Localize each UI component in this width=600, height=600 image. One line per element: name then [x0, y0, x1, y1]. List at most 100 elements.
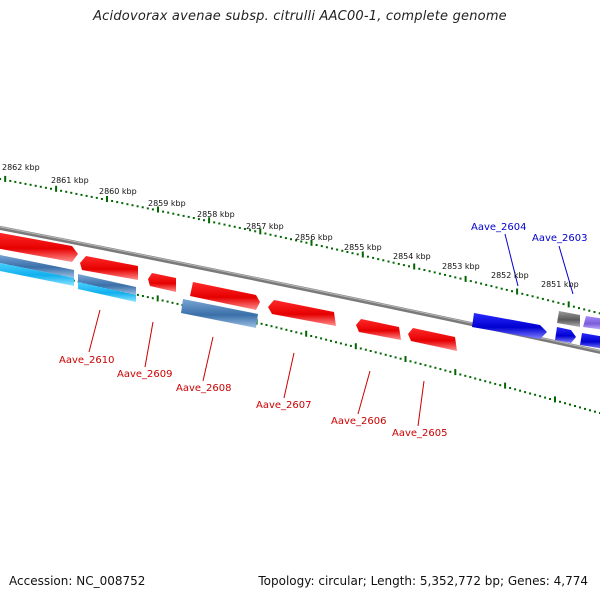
scale-minor-tick: [182, 214, 185, 217]
scale-minor-tick: [490, 285, 493, 288]
scale-label: 2852 kbp: [491, 271, 529, 280]
scale-minor-tick: [514, 388, 517, 391]
scale-minor-tick: [151, 208, 154, 211]
scale-label: 2861 kbp: [51, 176, 89, 185]
scale-minor-tick: [529, 392, 532, 395]
scale-minor-tick: [213, 221, 216, 224]
scale-minor-tick: [349, 344, 352, 347]
scale-minor-tick: [111, 200, 114, 202]
scale-minor-tick: [320, 337, 323, 340]
scale-major-tick: [361, 251, 364, 258]
gene-label-aave-2603[interactable]: Aave_2603: [532, 233, 588, 244]
scale-minor-tick: [399, 357, 402, 360]
scale-minor-tick: [438, 272, 441, 275]
gene-label-aave-2608[interactable]: Aave_2608: [176, 383, 232, 394]
scale-minor-tick: [300, 332, 303, 335]
gene-aave-2603-body: [555, 327, 576, 343]
scale-minor-tick: [60, 189, 63, 192]
scale-minor-tick: [70, 191, 73, 194]
scale-minor-tick: [372, 256, 375, 259]
scale-minor-tick: [583, 308, 586, 311]
scale-minor-tick: [387, 260, 390, 263]
scale-minor-tick: [24, 182, 27, 185]
scale-minor-tick: [50, 187, 52, 190]
gene-label-aave-2606[interactable]: Aave_2606: [331, 416, 387, 427]
gene-label-aave-2607[interactable]: Aave_2607: [256, 400, 312, 411]
scale-minor-tick: [356, 253, 359, 256]
scale-minor-tick: [146, 296, 149, 299]
scale-minor-tick: [524, 391, 527, 394]
scale-minor-tick: [509, 387, 512, 389]
scale-minor-tick: [141, 206, 144, 209]
scale-label: 2855 kbp: [344, 243, 382, 252]
scale-minor-tick: [254, 230, 257, 233]
scale-major-tick: [413, 263, 416, 270]
scale-major-tick: [404, 356, 407, 362]
scale-minor-tick: [320, 245, 323, 248]
gene-label-aave-2605[interactable]: Aave_2605: [392, 428, 448, 439]
scale-minor-tick: [500, 287, 503, 290]
scale-minor-tick: [511, 290, 513, 293]
scale-minor-tick: [494, 382, 497, 385]
scale-major-tick: [567, 301, 570, 308]
scale-minor-tick: [146, 207, 149, 210]
scale-minor-tick: [408, 265, 410, 268]
scale-minor-tick: [449, 275, 452, 278]
scale-minor-tick: [233, 225, 236, 228]
scale-minor-tick: [315, 244, 318, 246]
scale-minor-tick: [167, 211, 170, 214]
scale-label: 2860 kbp: [99, 187, 137, 196]
scale-minor-tick: [136, 293, 139, 296]
feature-steel-1: [0, 255, 74, 278]
scale-minor-tick: [402, 264, 405, 267]
scale-minor-tick: [335, 341, 337, 344]
scale-minor-tick: [384, 353, 387, 356]
scale-label: 2853 kbp: [442, 262, 480, 271]
scale-minor-tick: [562, 303, 565, 306]
scale-minor-tick: [578, 307, 580, 310]
scale-minor-tick: [85, 194, 88, 197]
scale-minor-tick: [166, 300, 169, 303]
gene-label-aave-2610[interactable]: Aave_2610: [59, 355, 115, 366]
scale-minor-tick: [489, 381, 492, 384]
gene-label-aave-2609[interactable]: Aave_2609: [117, 369, 173, 380]
footer-accession: Accession: NC_008752: [9, 574, 146, 588]
scale-minor-tick: [351, 252, 354, 255]
scale-minor-tick: [136, 205, 139, 208]
scale-minor-tick: [80, 193, 83, 196]
scale-major-tick: [106, 196, 108, 202]
gene-label-aave-2604[interactable]: Aave_2604: [471, 222, 527, 233]
scale-minor-tick: [572, 305, 575, 308]
scale-minor-tick: [394, 356, 397, 359]
scale-major-tick: [354, 343, 357, 350]
scale-minor-tick: [336, 248, 339, 251]
scale-minor-tick: [176, 302, 179, 305]
scale-major-tick: [504, 382, 507, 389]
scale-label: 2854 kbp: [393, 252, 431, 261]
scale-minor-tick: [424, 364, 427, 367]
scale-minor-tick: [264, 232, 267, 235]
scale-minor-tick: [359, 347, 362, 350]
scale-minor-tick: [90, 195, 93, 198]
scale-major-tick: [208, 217, 211, 224]
scale-major-tick: [259, 228, 262, 235]
scale-minor-tick: [480, 282, 483, 285]
scale-minor-tick: [330, 339, 332, 342]
scale-major-tick: [305, 330, 308, 337]
scale-minor-tick: [588, 309, 591, 312]
scale-minor-tick: [218, 222, 221, 225]
scale-minor-tick: [499, 384, 502, 387]
scale-minor-tick: [274, 234, 277, 237]
scale-minor-tick: [346, 251, 349, 253]
scale-minor-tick: [374, 351, 377, 354]
scale-minor-tick: [162, 210, 165, 213]
scale-minor-tick: [187, 215, 190, 218]
scale-major-tick: [516, 288, 519, 295]
scale-minor-tick: [526, 294, 529, 297]
scale-minor-tick: [531, 295, 534, 298]
scale-minor-tick: [536, 296, 539, 299]
scale-label: 2859 kbp: [148, 199, 186, 208]
scale-minor-tick: [418, 267, 421, 270]
feature-blue-edge: [580, 333, 600, 349]
scale-minor-tick: [569, 403, 571, 406]
